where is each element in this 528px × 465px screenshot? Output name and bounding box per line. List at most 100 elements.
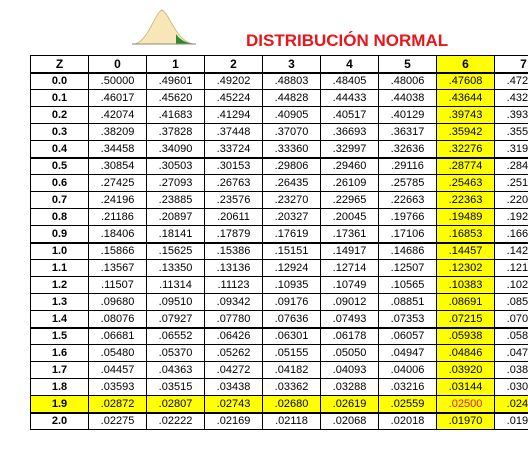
z-value: 0.7 (30, 191, 89, 209)
probability-cell: .21186 (88, 208, 147, 226)
probability-cell: .43644 (436, 89, 495, 107)
probability-cell: .03144 (436, 378, 495, 396)
z-value: 1.5 (30, 327, 89, 345)
probability-cell: .06681 (88, 327, 147, 345)
probability-cell: .15151 (262, 242, 321, 260)
probability-cell: .07493 (320, 310, 379, 329)
probability-cell: .19489 (436, 208, 495, 226)
z-value: 0.6 (30, 174, 89, 192)
probability-cell: .19215 (494, 208, 528, 226)
probability-cell: .02169 (204, 412, 263, 430)
probability-cell: .03216 (378, 378, 437, 396)
probability-cell: .15866 (88, 242, 147, 260)
z-value: 0.9 (30, 225, 89, 244)
table-row: 1.4.08076.07927.07780.07636.07493.07353.… (30, 310, 528, 329)
probability-cell: .40517 (320, 106, 379, 124)
probability-cell: .48405 (320, 72, 379, 90)
probability-cell: .25463 (436, 174, 495, 192)
probability-cell: .38209 (88, 123, 147, 141)
probability-cell: .09176 (262, 293, 321, 311)
z-value: 1.3 (30, 293, 89, 311)
probability-cell: .33724 (204, 140, 263, 159)
probability-cell: .17106 (378, 225, 437, 244)
probability-cell: .35942 (436, 123, 495, 141)
z-value: 0.5 (30, 157, 89, 175)
probability-cell: .46017 (88, 89, 147, 107)
probability-cell: .08851 (378, 293, 437, 311)
probability-cell: .39743 (436, 106, 495, 124)
probability-cell: .22065 (494, 191, 528, 209)
probability-cell: .12714 (320, 259, 379, 277)
probability-cell: .19766 (378, 208, 437, 226)
probability-cell: .22363 (436, 191, 495, 209)
probability-cell: .22965 (320, 191, 379, 209)
probability-cell: .03362 (262, 378, 321, 396)
probability-cell: .20897 (146, 208, 205, 226)
probability-cell: .02619 (320, 395, 379, 414)
table-row: 0.6.27425.27093.26763.26435.26109.25785.… (30, 174, 528, 192)
probability-cell: .17619 (262, 225, 321, 244)
probability-cell: .26763 (204, 174, 263, 192)
probability-cell: .07636 (262, 310, 321, 329)
probability-cell: .14686 (378, 242, 437, 260)
probability-cell: .02442 (494, 395, 528, 414)
probability-cell: .15625 (146, 242, 205, 260)
probability-cell: .20327 (262, 208, 321, 226)
probability-cell: .02018 (378, 412, 437, 430)
probability-cell: .12507 (378, 259, 437, 277)
probability-cell: .30503 (146, 157, 205, 175)
probability-cell: .49202 (204, 72, 263, 90)
z-value: 0.1 (30, 89, 89, 107)
probability-cell: .26109 (320, 174, 379, 192)
probability-cell: .05480 (88, 344, 147, 362)
probability-cell: .44038 (378, 89, 437, 107)
probability-cell: .06301 (262, 327, 321, 345)
probability-cell: .05370 (146, 344, 205, 362)
probability-cell: .47608 (436, 72, 495, 90)
probability-cell: .39358 (494, 106, 528, 124)
probability-cell: .03836 (494, 361, 528, 379)
probability-cell: .40129 (378, 106, 437, 124)
probability-cell: .28774 (436, 157, 495, 175)
probability-cell: .02068 (320, 412, 379, 430)
probability-cell: .04746 (494, 344, 528, 362)
probability-cell: .36317 (378, 123, 437, 141)
z-value: 0.0 (30, 72, 89, 90)
probability-cell: .14457 (436, 242, 495, 260)
probability-cell: .32997 (320, 140, 379, 159)
column-header: 2 (204, 55, 263, 74)
z-value: 0.2 (30, 106, 89, 124)
probability-cell: .08534 (494, 293, 528, 311)
probability-cell: .25785 (378, 174, 437, 192)
probability-cell: .04093 (320, 361, 379, 379)
z-value: 1.2 (30, 276, 89, 294)
z-value: 1.0 (30, 242, 89, 260)
table-row: 0.1.46017.45620.45224.44828.44433.44038.… (30, 89, 528, 107)
probability-cell: .07780 (204, 310, 263, 329)
probability-cell: .32636 (378, 140, 437, 159)
probability-cell: .04363 (146, 361, 205, 379)
probability-cell: .23885 (146, 191, 205, 209)
probability-cell: .01923 (494, 412, 528, 430)
probability-cell: .28434 (494, 157, 528, 175)
probability-cell: .02743 (204, 395, 263, 414)
probability-cell: .05821 (494, 327, 528, 345)
probability-cell: .47210 (494, 72, 528, 90)
probability-cell: .29806 (262, 157, 321, 175)
column-header: 1 (146, 55, 205, 74)
z-value: 2.0 (30, 412, 89, 430)
probability-cell: .10204 (494, 276, 528, 294)
probability-cell: .13567 (88, 259, 147, 277)
z-value: 1.7 (30, 361, 89, 379)
probability-cell: .30854 (88, 157, 147, 175)
probability-cell: .09680 (88, 293, 147, 311)
probability-cell: .04182 (262, 361, 321, 379)
table-row: 0.9.18406.18141.17879.17619.17361.17106.… (30, 225, 528, 244)
probability-cell: .09012 (320, 293, 379, 311)
probability-cell: .29460 (320, 157, 379, 175)
probability-cell: .09342 (204, 293, 263, 311)
table-row: 2.0.02275.02222.02169.02118.02068.02018.… (30, 412, 528, 430)
probability-cell: .26435 (262, 174, 321, 192)
